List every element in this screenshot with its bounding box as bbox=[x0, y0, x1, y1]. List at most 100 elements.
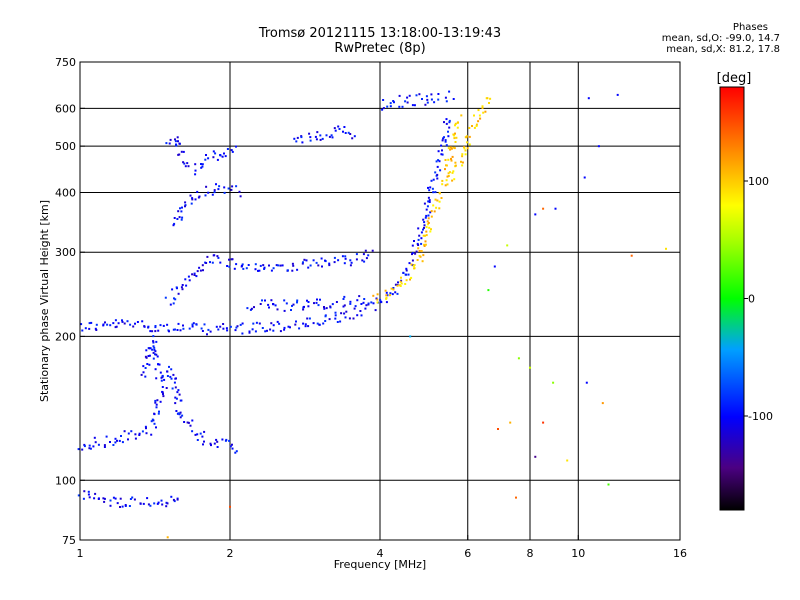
data-point bbox=[338, 128, 341, 130]
data-point bbox=[184, 165, 187, 168]
data-point bbox=[301, 141, 304, 144]
data-point bbox=[213, 189, 216, 192]
data-point bbox=[175, 143, 177, 146]
data-point bbox=[420, 237, 423, 240]
data-point bbox=[209, 442, 212, 445]
data-point bbox=[286, 269, 289, 272]
data-point bbox=[196, 190, 199, 193]
data-point bbox=[392, 100, 395, 102]
data-point bbox=[443, 121, 445, 124]
colorbar-label: [deg] bbox=[717, 71, 752, 86]
data-points bbox=[77, 90, 667, 539]
data-point bbox=[147, 503, 150, 506]
data-point bbox=[390, 287, 393, 290]
data-point bbox=[372, 302, 375, 305]
data-point bbox=[88, 447, 91, 450]
data-point bbox=[433, 101, 436, 104]
data-point bbox=[417, 238, 420, 241]
data-point bbox=[176, 136, 179, 139]
data-point bbox=[88, 444, 91, 447]
data-point bbox=[441, 183, 444, 186]
data-point bbox=[185, 284, 188, 287]
data-point bbox=[426, 223, 429, 226]
data-point bbox=[427, 200, 430, 203]
data-point bbox=[430, 215, 433, 218]
data-point bbox=[323, 307, 326, 310]
data-point bbox=[445, 122, 448, 125]
data-point bbox=[173, 381, 176, 384]
data-point bbox=[281, 264, 284, 267]
data-point bbox=[302, 308, 305, 311]
data-point bbox=[359, 310, 362, 312]
data-point bbox=[437, 159, 440, 162]
data-point bbox=[367, 254, 370, 257]
data-point bbox=[444, 184, 447, 187]
data-point bbox=[292, 303, 295, 306]
data-point bbox=[152, 345, 155, 348]
data-point bbox=[207, 191, 210, 194]
data-point bbox=[138, 434, 141, 436]
data-point bbox=[324, 259, 326, 262]
data-point bbox=[399, 285, 402, 287]
data-point bbox=[405, 273, 408, 276]
data-point bbox=[392, 287, 395, 289]
data-point bbox=[427, 222, 430, 224]
data-point bbox=[542, 207, 545, 210]
data-point bbox=[432, 204, 435, 207]
data-point bbox=[349, 264, 352, 267]
data-point bbox=[404, 100, 407, 103]
data-point bbox=[216, 440, 219, 443]
data-point bbox=[324, 320, 327, 322]
data-point bbox=[350, 261, 353, 264]
data-point bbox=[283, 309, 286, 312]
data-point bbox=[406, 96, 409, 99]
data-point bbox=[234, 329, 237, 332]
data-point bbox=[451, 179, 454, 182]
data-point bbox=[422, 218, 425, 221]
data-point bbox=[497, 428, 499, 430]
data-point bbox=[330, 134, 333, 137]
data-point bbox=[191, 419, 194, 422]
y-tick-label: 75 bbox=[62, 534, 76, 547]
data-point bbox=[542, 421, 545, 424]
data-point bbox=[119, 497, 122, 500]
data-point bbox=[150, 420, 153, 423]
data-point bbox=[189, 424, 192, 427]
data-point bbox=[200, 163, 202, 165]
data-point bbox=[446, 183, 449, 186]
data-point bbox=[466, 147, 469, 150]
data-point bbox=[152, 357, 155, 360]
data-point bbox=[295, 320, 297, 323]
y-axis-label: Stationary phase Virtual Height [km] bbox=[38, 200, 51, 402]
data-point bbox=[209, 261, 211, 264]
data-point bbox=[365, 304, 368, 307]
data-point bbox=[466, 141, 469, 144]
data-point bbox=[319, 134, 322, 137]
data-point bbox=[411, 104, 414, 107]
data-point bbox=[181, 284, 184, 286]
data-point bbox=[370, 301, 373, 304]
data-point bbox=[124, 504, 127, 506]
data-point bbox=[153, 346, 156, 349]
y-tick-label: 400 bbox=[55, 186, 76, 199]
data-point bbox=[402, 271, 405, 274]
data-point bbox=[456, 126, 459, 129]
data-point bbox=[287, 325, 290, 328]
data-point bbox=[229, 445, 232, 448]
data-point bbox=[475, 123, 478, 126]
data-point bbox=[454, 161, 457, 164]
data-point bbox=[349, 302, 352, 305]
data-point bbox=[437, 98, 440, 101]
data-point bbox=[328, 264, 331, 267]
data-point bbox=[103, 446, 106, 448]
data-point bbox=[193, 274, 196, 276]
data-point bbox=[291, 304, 293, 307]
data-point bbox=[212, 156, 215, 159]
data-point bbox=[315, 261, 318, 264]
data-point bbox=[352, 317, 355, 320]
data-point bbox=[424, 243, 427, 246]
data-point bbox=[344, 316, 347, 319]
data-point bbox=[207, 157, 210, 160]
data-point bbox=[283, 326, 286, 329]
data-point bbox=[134, 433, 137, 436]
